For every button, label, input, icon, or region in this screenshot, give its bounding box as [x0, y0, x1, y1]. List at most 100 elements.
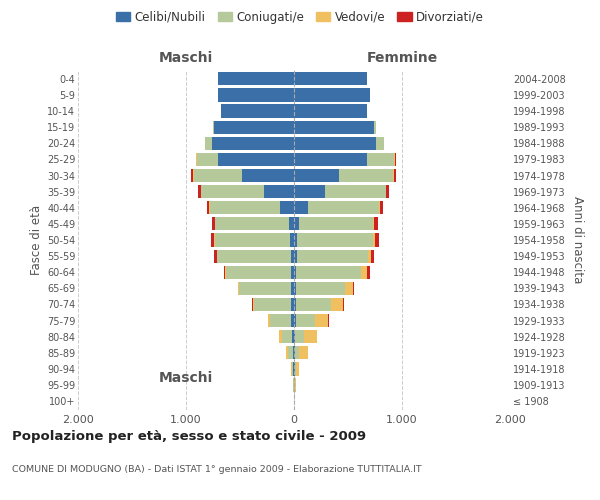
Bar — [325, 185, 386, 198]
Bar — [294, 314, 296, 327]
Bar — [292, 362, 293, 376]
Bar — [294, 104, 367, 118]
Bar — [252, 298, 253, 311]
Bar — [197, 153, 218, 166]
Text: COMUNE DI MODUGNO (BA) - Dati ISTAT 1° gennaio 2009 - Elaborazione TUTTITALIA.IT: COMUNE DI MODUGNO (BA) - Dati ISTAT 1° g… — [12, 465, 422, 474]
Bar — [294, 185, 325, 198]
Bar — [210, 201, 280, 214]
Bar — [295, 346, 299, 360]
Y-axis label: Fasce di età: Fasce di età — [29, 205, 43, 275]
Bar — [218, 88, 294, 102]
Bar — [294, 298, 296, 311]
Text: Maschi: Maschi — [159, 51, 213, 65]
Bar — [295, 330, 304, 344]
Bar — [294, 153, 367, 166]
Legend: Celibi/Nubili, Coniugati/e, Vedovi/e, Divorziati/e: Celibi/Nubili, Coniugati/e, Vedovi/e, Di… — [111, 6, 489, 28]
Bar — [294, 136, 376, 150]
Bar — [286, 346, 287, 360]
Bar — [270, 314, 292, 327]
Bar — [394, 169, 396, 182]
Bar — [345, 282, 353, 295]
Bar — [215, 218, 289, 230]
Bar — [291, 298, 294, 311]
Bar — [374, 218, 378, 230]
Bar — [292, 314, 294, 327]
Bar — [361, 266, 367, 279]
Bar — [374, 120, 376, 134]
Bar — [294, 72, 367, 86]
Bar — [207, 201, 209, 214]
Bar — [191, 169, 193, 182]
Bar — [296, 266, 361, 279]
Bar — [199, 185, 200, 198]
Bar — [371, 250, 374, 262]
Bar — [215, 234, 290, 246]
Bar — [331, 298, 343, 311]
Bar — [290, 234, 294, 246]
Bar — [291, 266, 294, 279]
Bar — [368, 250, 371, 262]
Bar — [279, 330, 281, 344]
Bar — [295, 362, 296, 376]
Bar — [296, 314, 315, 327]
Bar — [201, 185, 264, 198]
Bar — [294, 266, 296, 279]
Bar — [308, 201, 379, 214]
Bar — [294, 330, 295, 344]
Bar — [295, 378, 296, 392]
Bar — [296, 250, 368, 262]
Bar — [294, 169, 340, 182]
Bar — [281, 330, 292, 344]
Text: Femmine: Femmine — [367, 51, 437, 65]
Bar — [297, 234, 373, 246]
Bar — [294, 218, 299, 230]
Bar — [289, 218, 294, 230]
Bar — [294, 88, 370, 102]
Bar — [315, 314, 328, 327]
Bar — [291, 282, 294, 295]
Bar — [294, 201, 308, 214]
Bar — [212, 218, 215, 230]
Bar — [194, 169, 242, 182]
Bar — [296, 362, 299, 376]
Bar — [218, 72, 294, 86]
Bar — [213, 120, 214, 134]
Bar — [242, 169, 294, 182]
Bar — [280, 201, 294, 214]
Bar — [224, 266, 226, 279]
Bar — [239, 282, 291, 295]
Bar — [294, 120, 374, 134]
Bar — [292, 330, 294, 344]
Bar — [376, 136, 383, 150]
Bar — [299, 346, 308, 360]
Y-axis label: Anni di nascita: Anni di nascita — [571, 196, 584, 284]
Bar — [211, 234, 214, 246]
Bar — [294, 250, 296, 262]
Bar — [264, 185, 294, 198]
Bar — [268, 314, 270, 327]
Bar — [373, 234, 375, 246]
Bar — [214, 120, 294, 134]
Bar — [287, 346, 293, 360]
Text: Maschi: Maschi — [159, 370, 213, 384]
Bar — [294, 234, 297, 246]
Bar — [304, 330, 317, 344]
Bar — [212, 136, 294, 150]
Bar — [296, 298, 331, 311]
Bar — [373, 218, 374, 230]
Bar — [253, 298, 254, 311]
Bar — [379, 201, 380, 214]
Bar — [221, 104, 294, 118]
Bar — [293, 346, 294, 360]
Bar — [367, 266, 370, 279]
Bar — [386, 185, 389, 198]
Bar — [226, 266, 291, 279]
Bar — [367, 153, 394, 166]
Bar — [291, 250, 294, 262]
Bar — [217, 250, 291, 262]
Bar — [218, 153, 294, 166]
Bar — [254, 298, 291, 311]
Text: Popolazione per età, sesso e stato civile - 2009: Popolazione per età, sesso e stato civil… — [12, 430, 366, 443]
Bar — [296, 282, 345, 295]
Bar — [340, 169, 394, 182]
